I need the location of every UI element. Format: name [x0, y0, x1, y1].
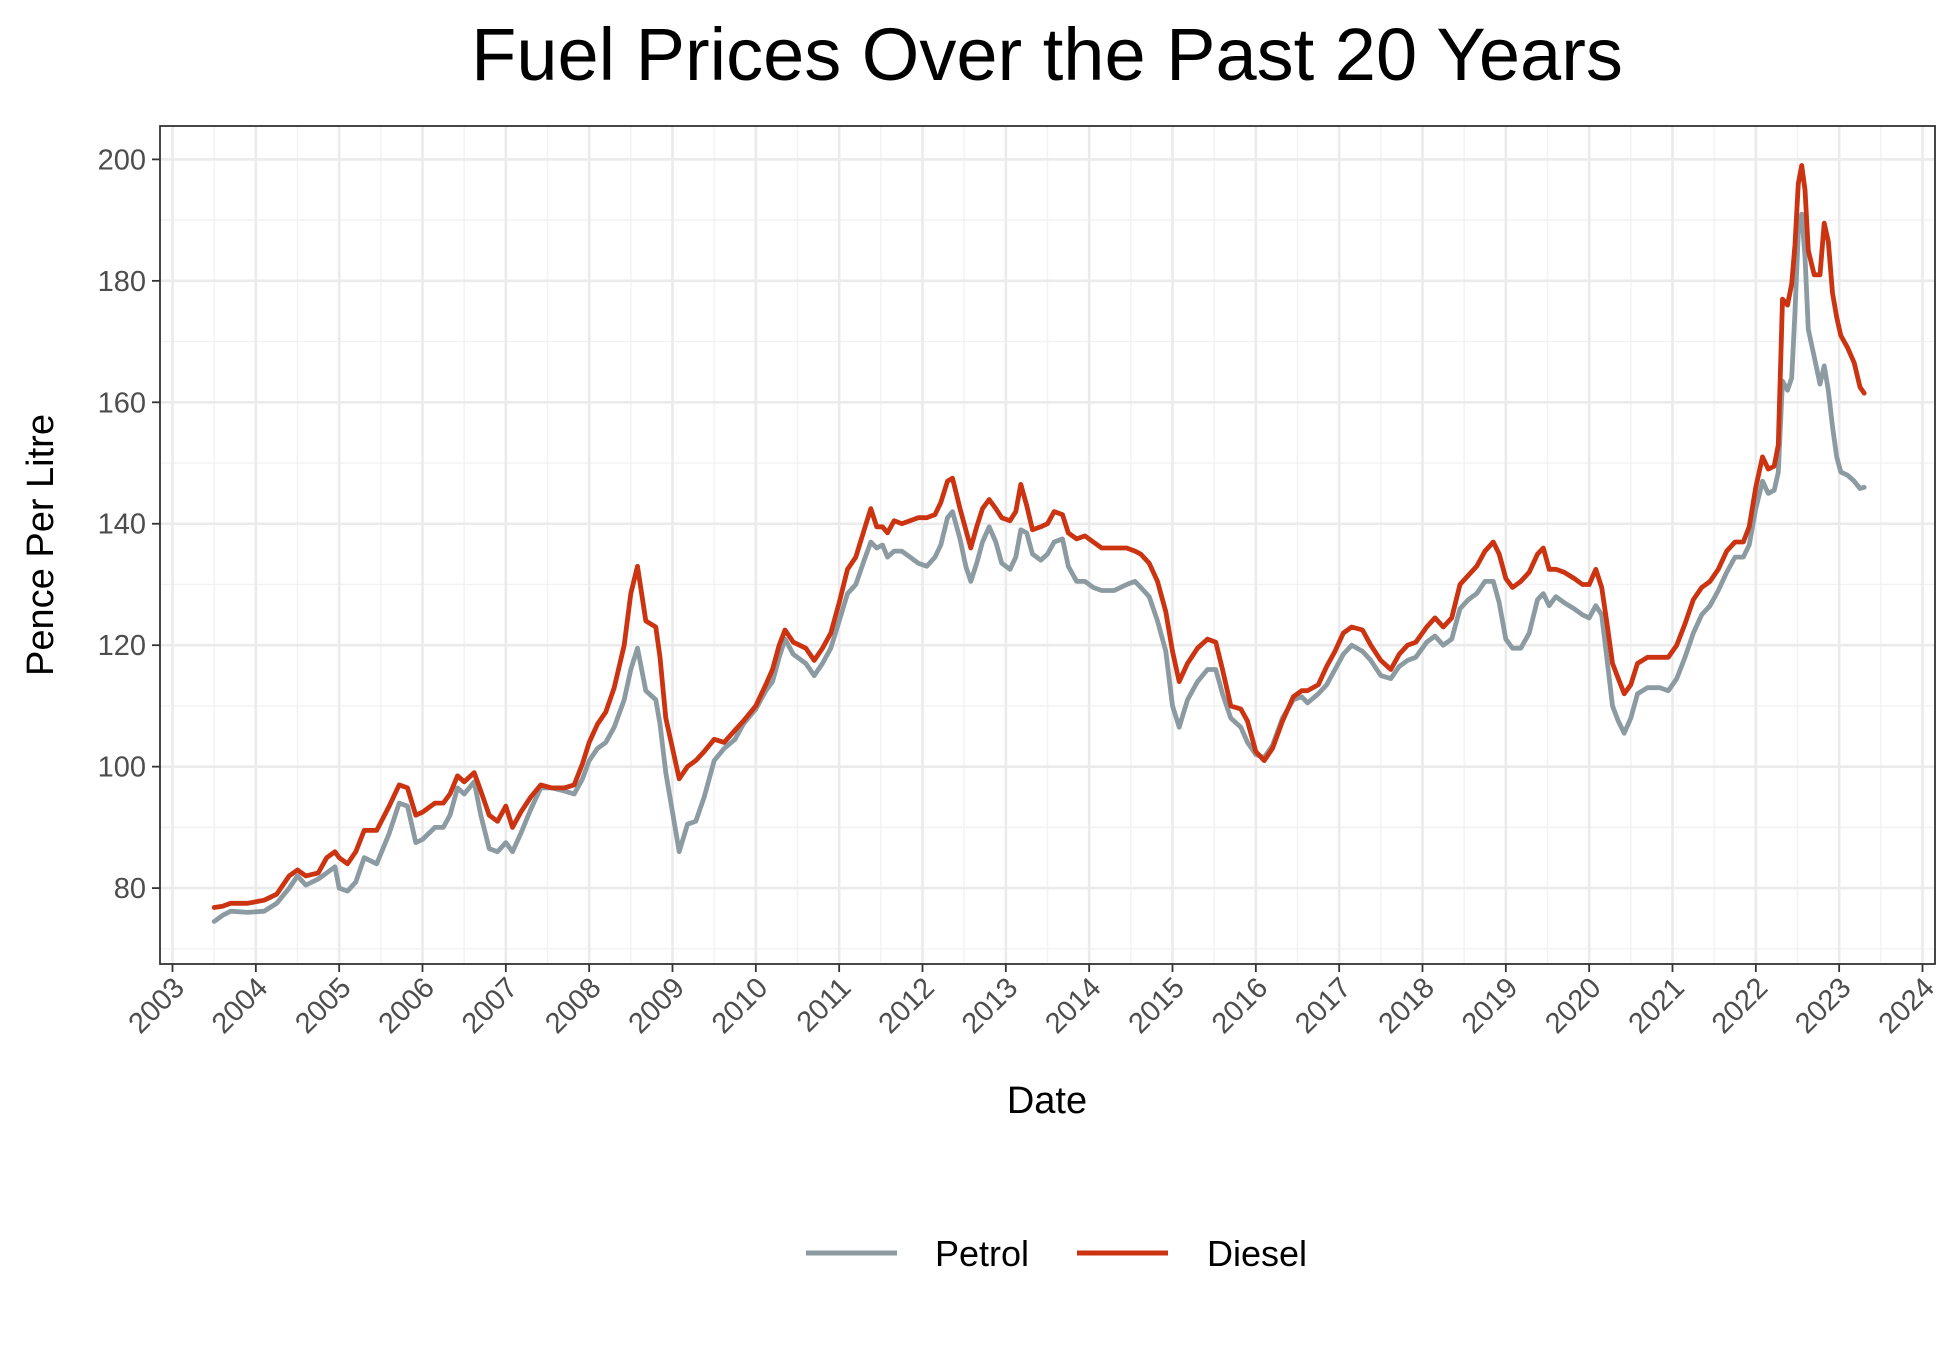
legend-item-petrol: Petrol [806, 1233, 1029, 1274]
y-tick-label: 120 [98, 630, 146, 662]
legend: Petrol Diesel [806, 1233, 1307, 1274]
legend-label-petrol: Petrol [935, 1233, 1029, 1274]
series-line-petrol [211, 211, 1867, 924]
y-tick-label: 200 [98, 144, 146, 176]
chart-title: Fuel Prices Over the Past 20 Years [471, 13, 1623, 96]
series-layer [211, 163, 1867, 924]
minor-gridlines [160, 126, 1935, 964]
x-axis-title: Date [1007, 1080, 1087, 1122]
plot-panel [159, 125, 1936, 965]
y-axis-title: Pence Per Litre [20, 414, 62, 676]
y-tick-label: 160 [98, 387, 146, 419]
panel-border [159, 125, 1936, 965]
legend-item-diesel: Diesel [1077, 1233, 1307, 1274]
y-tick-label: 100 [98, 752, 146, 784]
y-axis: 80 100 120 140 160 180 200 [98, 144, 160, 905]
series-line-diesel [211, 163, 1867, 910]
y-tick-label: 80 [114, 873, 146, 905]
y-tick-label: 140 [98, 509, 146, 541]
legend-label-diesel: Diesel [1207, 1233, 1307, 1274]
y-tick-label: 180 [98, 266, 146, 298]
